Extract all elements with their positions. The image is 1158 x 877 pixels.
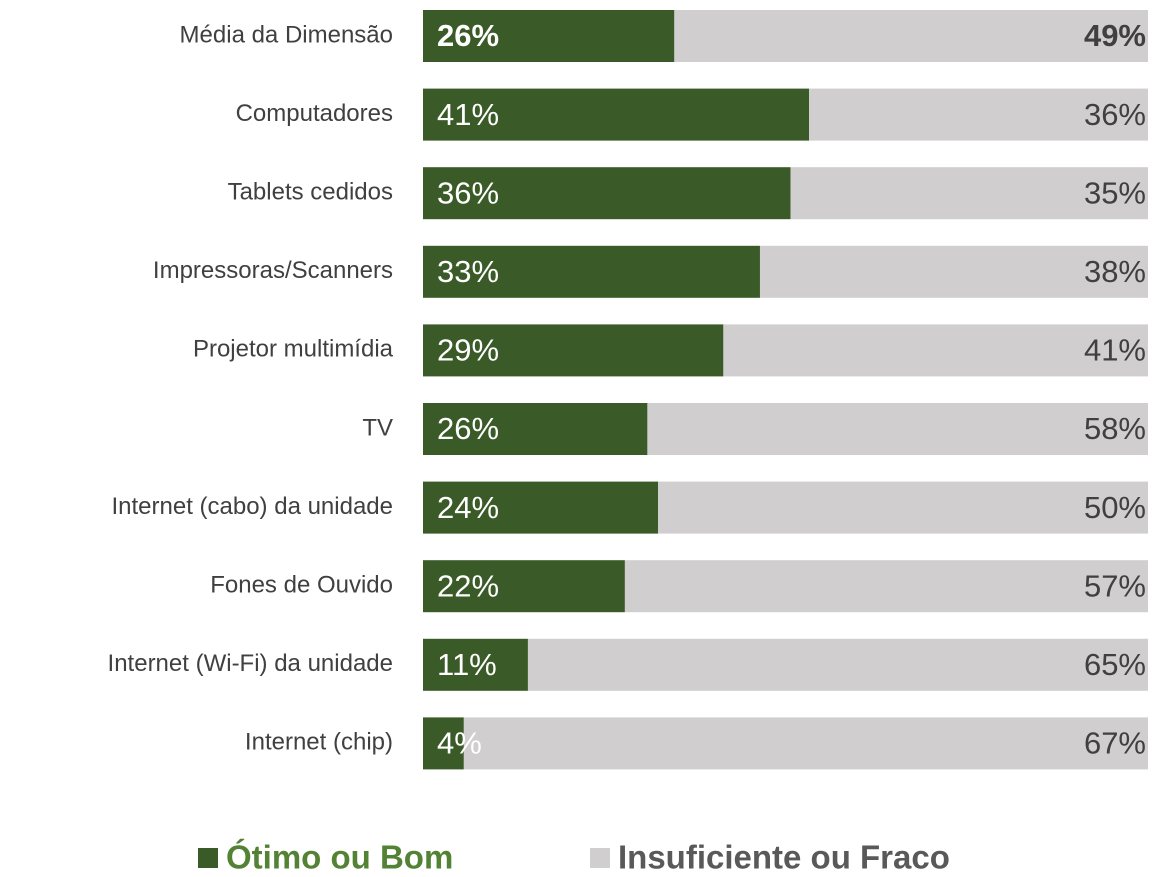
value-label: 41%	[1084, 333, 1146, 368]
value-label: 36%	[437, 175, 499, 210]
bar-segment	[624, 560, 1148, 613]
value-label: 38%	[1084, 254, 1146, 289]
bar-segment	[423, 481, 659, 534]
value-label: 36%	[1084, 97, 1146, 132]
value-label: 4%	[437, 726, 482, 761]
value-label: 65%	[1084, 647, 1146, 682]
bar-segment	[423, 717, 464, 770]
category-label: Projetor multimídia	[193, 336, 394, 363]
bar-segment	[759, 245, 1148, 298]
bar-segment	[723, 324, 1148, 377]
value-label: 33%	[437, 254, 499, 289]
category-label: Fones de Ouvido	[210, 572, 393, 599]
bar-segment	[423, 167, 791, 220]
value-label: 26%	[437, 411, 499, 446]
value-label: 26%	[437, 18, 499, 53]
value-label: 58%	[1084, 411, 1146, 446]
bar-segment	[423, 560, 625, 613]
value-label: 35%	[1084, 175, 1146, 210]
bar-segment	[674, 10, 1148, 62]
legend-swatch	[198, 848, 218, 868]
bar-segment	[527, 638, 1148, 691]
bar-segment	[809, 88, 1148, 141]
bar-segment	[423, 403, 648, 455]
bar-segment	[423, 324, 724, 377]
category-label: Média da Dimensão	[180, 21, 393, 48]
value-label: 11%	[437, 647, 497, 682]
value-label: 24%	[437, 490, 499, 525]
value-label: 29%	[437, 333, 499, 368]
category-label: TV	[362, 414, 393, 441]
value-label: 67%	[1084, 726, 1146, 761]
bar-segment	[463, 717, 1148, 770]
category-label: Tablets cedidos	[228, 179, 393, 206]
legend-label: Ótimo ou Bom	[226, 839, 453, 876]
value-label: 49%	[1084, 18, 1146, 53]
bar-segment	[423, 638, 528, 691]
bar-segment	[647, 403, 1148, 455]
category-label: Computadores	[236, 100, 393, 127]
bar-segment	[423, 245, 760, 298]
value-label: 41%	[437, 97, 499, 132]
bar-segment	[790, 167, 1148, 220]
legend-swatch	[590, 848, 610, 868]
bar-segment	[423, 88, 810, 141]
bar-segment	[423, 10, 675, 62]
category-label: Internet (cabo) da unidade	[111, 493, 393, 520]
value-label: 50%	[1084, 490, 1146, 525]
category-label: Impressoras/Scanners	[153, 257, 393, 284]
category-label: Internet (Wi-Fi) da unidade	[108, 650, 393, 677]
bar-segment	[658, 481, 1148, 534]
value-label: 22%	[437, 568, 499, 603]
value-label: 57%	[1084, 568, 1146, 603]
legend-label: Insuficiente ou Fraco	[618, 839, 950, 876]
category-label: Internet (chip)	[245, 729, 393, 756]
